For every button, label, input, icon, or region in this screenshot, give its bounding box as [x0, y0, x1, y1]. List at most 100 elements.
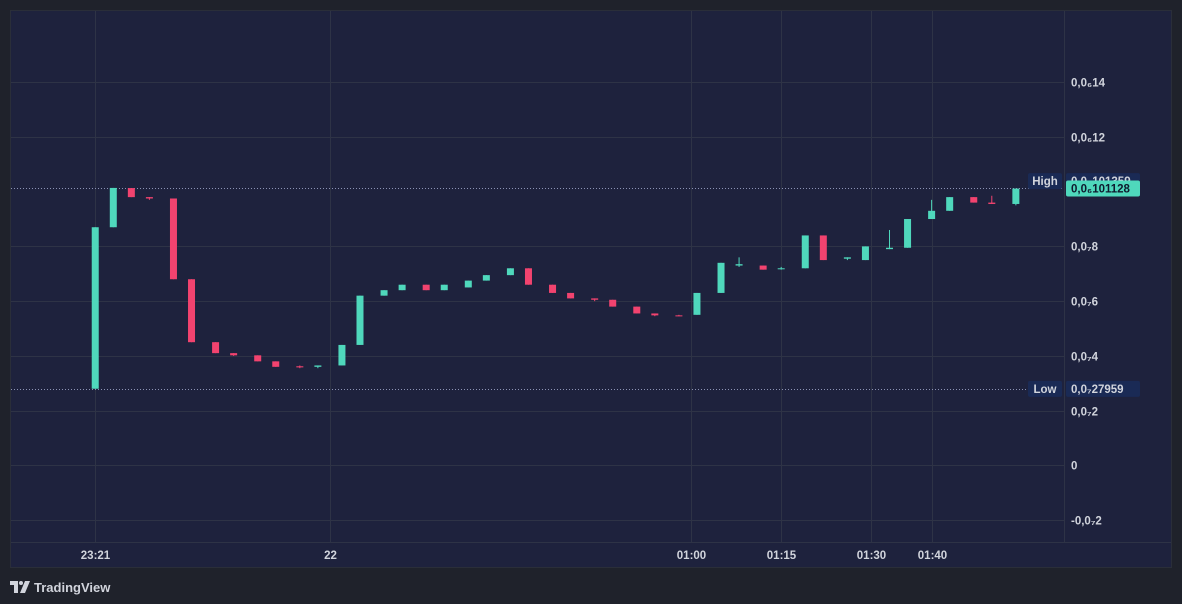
candle-down [422, 284, 430, 291]
time-tick-label: 22 [324, 550, 337, 562]
low-label-tag: Low [1034, 384, 1057, 396]
candle-body [886, 247, 894, 250]
low-label-tag-bg [1028, 380, 1062, 397]
candle-body [693, 292, 701, 315]
grid-lines [11, 11, 1064, 542]
tradingview-brand[interactable]: TradingView [10, 578, 110, 596]
candle-up [904, 219, 912, 248]
candle-down [230, 353, 238, 356]
candle-body [380, 290, 388, 296]
candle-down [188, 279, 196, 343]
candle-down [759, 265, 767, 270]
candle-body [296, 366, 304, 368]
candle-down [970, 197, 978, 203]
last-price-label-value: 0,0₆101128 [1071, 184, 1131, 196]
candle-body [609, 299, 617, 307]
time-tick-label: 01:40 [918, 550, 947, 562]
time-axis[interactable]: 23:21 22 01:00 01:15 01:30 01:40 [81, 550, 947, 562]
candle-body [549, 284, 557, 293]
candle-body [254, 355, 262, 362]
candle-body [651, 313, 659, 316]
high-low-lines [11, 188, 1064, 390]
candle-body [819, 235, 827, 261]
candle-body [482, 275, 490, 281]
candle-body [1012, 188, 1020, 204]
chart-canvas[interactable]: 0,0₆140,0₆120,0₇80,0₇60,0₇40,0₇20-0,0₇2 … [11, 11, 1171, 567]
candle-up [886, 229, 894, 250]
candle-down [254, 355, 262, 362]
candle-down [567, 292, 575, 299]
candles [91, 187, 1020, 389]
candle-up [928, 199, 936, 220]
candle-body [759, 265, 767, 270]
candle-down [819, 235, 827, 261]
chart-pane[interactable]: 0,0₆14 0,0₆12 0,0₇8 0,0₇6 0,0₇4 0,0₇2 0 -0,0₇2 … [10, 10, 1172, 568]
price-tick-label: 0,0₇8 [1071, 242, 1099, 254]
candle-up [946, 197, 954, 211]
candle-body [338, 344, 346, 366]
candle-down [127, 188, 135, 198]
candle-body [843, 257, 851, 259]
time-tick-label: 23:21 [81, 550, 111, 562]
candle-down [212, 342, 220, 354]
candle-down [524, 268, 532, 285]
low-label-value: 0,0₇27959 [1071, 384, 1124, 396]
candle-up [843, 257, 851, 261]
candle-down [145, 197, 153, 200]
time-tick-label: 01:00 [677, 550, 706, 562]
candle-up [735, 257, 743, 267]
price-tick-label: 0,0₇2 [1071, 407, 1098, 419]
candle-up [338, 344, 346, 366]
candle-body [928, 210, 936, 220]
low-label: Low 0,0₇27959 [1028, 380, 1140, 397]
candle-up [398, 284, 406, 291]
candle-up [1012, 188, 1020, 206]
price-tick-label: 0,0₆12 [1071, 133, 1105, 145]
candle-body [127, 188, 135, 198]
candle-body [633, 306, 641, 314]
candle-body [169, 198, 177, 280]
candle-down [549, 284, 557, 293]
candle-down [591, 298, 599, 302]
candle-body [272, 361, 280, 367]
candle-down [633, 306, 641, 314]
candle-body [230, 353, 238, 356]
time-tick-label: 01:30 [857, 550, 886, 562]
price-tick-label: 0,0₇4 [1071, 352, 1099, 364]
candle-up [464, 280, 472, 288]
tradingview-logo-icon [10, 581, 30, 593]
price-axis[interactable]: 0,0₆14 0,0₆12 0,0₇8 0,0₇6 0,0₇4 0,0₇2 0 -0,0₇2 [1071, 78, 1106, 528]
candle-down [675, 314, 683, 317]
candle-down [169, 198, 177, 280]
candle-down [296, 365, 304, 369]
candle-up [356, 295, 364, 345]
candle-body [735, 264, 743, 266]
candle-body [212, 342, 220, 354]
candle-body [145, 197, 153, 199]
candle-up [91, 227, 99, 389]
candle-down [651, 313, 659, 317]
candle-up [717, 262, 725, 293]
price-tick-label: -0,0₇2 [1071, 516, 1102, 528]
candle-up [109, 187, 117, 228]
candle-body [591, 298, 599, 300]
last-price-label-value-bg [1066, 180, 1140, 197]
candle-body [801, 235, 809, 269]
candle-up [693, 292, 701, 315]
high-label-tag-bg [1028, 173, 1062, 190]
candle-body [970, 197, 978, 203]
candle-up [440, 284, 448, 291]
candle-up [380, 290, 388, 296]
candle-body [398, 284, 406, 291]
candle-body [188, 279, 196, 343]
low-label-value-bg [1066, 380, 1140, 397]
candle-body [422, 284, 430, 291]
candle-down [609, 299, 617, 307]
candle-up [801, 235, 809, 269]
high-label-tag: High [1032, 176, 1058, 188]
candle-body [464, 280, 472, 288]
candle-body [777, 268, 785, 270]
candle-body [314, 365, 322, 367]
price-tick-label: 0 [1071, 461, 1077, 473]
